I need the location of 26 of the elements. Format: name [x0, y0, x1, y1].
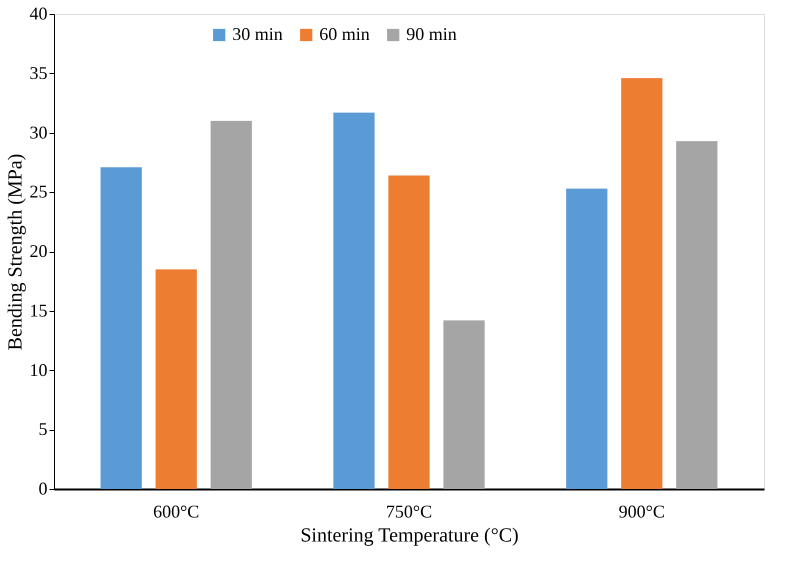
bar: [388, 176, 430, 489]
legend-label: 60 min: [319, 24, 370, 44]
bar: [100, 167, 142, 489]
x-tick-label: 600°C: [153, 502, 200, 522]
x-axis-title: Sintering Temperature (°C): [300, 524, 519, 546]
y-tick-label: 20: [30, 241, 48, 261]
bar: [676, 141, 718, 489]
y-tick-label: 0: [38, 478, 48, 498]
bar: [443, 320, 485, 489]
y-tick-label: 15: [30, 300, 48, 320]
y-tick-label: 40: [30, 4, 48, 24]
x-tick-label: 750°C: [386, 502, 432, 522]
y-tick-label: 10: [30, 360, 48, 380]
legend-label: 90 min: [406, 24, 457, 44]
y-tick-label: 5: [38, 419, 48, 440]
bar: [566, 188, 608, 489]
bar: [156, 269, 197, 489]
x-tick-label: 900°C: [618, 502, 665, 522]
y-tick-label: 25: [30, 182, 48, 202]
y-tick-label: 30: [30, 122, 48, 142]
bar: [333, 112, 375, 489]
y-axis-title: Bending Strength (MPa): [4, 154, 26, 350]
y-tick-label: 35: [30, 62, 48, 83]
bar: [210, 120, 252, 489]
bar: [621, 78, 662, 489]
legend-label: 30 min: [232, 24, 283, 44]
